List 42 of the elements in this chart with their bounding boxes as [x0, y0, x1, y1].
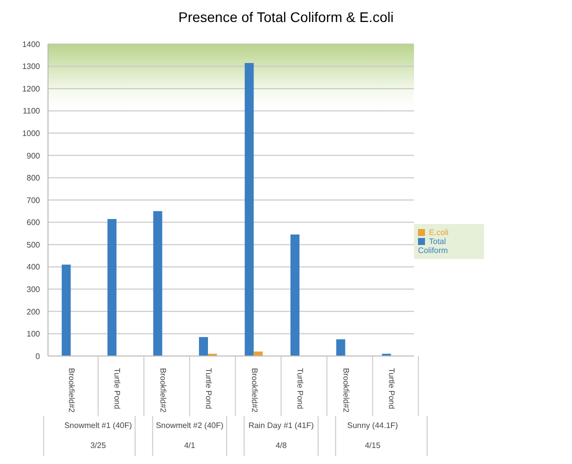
bar: [198, 337, 208, 356]
bar: [153, 211, 162, 356]
x-tick-label: Brookfield#2: [250, 368, 259, 414]
text: 4/1: [184, 441, 196, 450]
y-tick-label: 1400: [22, 40, 41, 49]
x-tick-label: Brookfield#2: [341, 368, 350, 414]
legend-label: E.coli: [429, 228, 449, 236]
y-tick-label: 600: [26, 218, 41, 228]
chart-title: Presence of Total Coliform & E.coli: [177, 8, 395, 26]
bar: [336, 339, 346, 356]
bar: [62, 264, 71, 356]
x-tick-label: Turtle Pond: [204, 368, 214, 410]
text: 3/25: [90, 441, 106, 450]
y-tick-label: 0: [36, 352, 41, 361]
x-tick-label: Brookfield#2: [158, 368, 168, 414]
text: Rain Day #1 (41F): [248, 421, 314, 430]
y-tick-label: 500: [26, 240, 41, 250]
y-tick-label: 1200: [22, 84, 41, 94]
y-tick-label: 900: [26, 151, 41, 160]
y-tick-label: 700: [26, 196, 41, 205]
y-tick-label: 400: [26, 262, 41, 272]
y-tick-label: 800: [26, 174, 41, 183]
x-tick-label: Turtle Pond: [296, 368, 305, 410]
text: Snowmelt #2 (40F): [156, 421, 224, 430]
y-tick-label: 1000: [22, 128, 41, 138]
y-tick-label: 200: [26, 307, 41, 316]
x-tick-label: Turtle Pond: [387, 368, 396, 410]
y-tick-label: 1300: [22, 62, 41, 72]
bar: [290, 234, 300, 356]
x-tick-label: Turtle Pond: [112, 368, 122, 410]
y-tick-label: 1100: [22, 106, 41, 116]
x-tick-label: Brookfield#2: [66, 368, 76, 414]
text: Sunny (44.1F): [347, 421, 398, 430]
text: 4/8: [276, 441, 288, 450]
bar: [254, 352, 263, 356]
bar: [244, 62, 254, 356]
y-tick-label: 100: [26, 330, 41, 339]
text: Snowmelt #1 (40F): [64, 421, 132, 430]
y-tick-label: 300: [26, 284, 41, 294]
legend-label: Total Coliform: [418, 236, 448, 254]
text: 4/15: [364, 441, 381, 450]
bar: [107, 218, 116, 356]
